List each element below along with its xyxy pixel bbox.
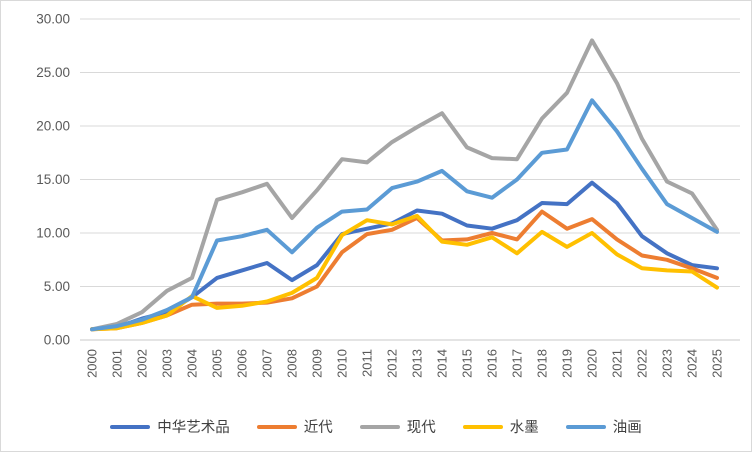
series-line-0	[90, 180, 719, 332]
series-line-1	[90, 209, 719, 332]
y-axis-tick-label: 20.00	[36, 119, 70, 134]
legend-item-1: 近代	[256, 416, 333, 437]
x-axis-tick-label: 2001	[110, 349, 125, 378]
legend-label: 水墨	[509, 420, 539, 436]
legend-line-swatch	[565, 424, 606, 429]
x-axis-tick-label: 2005	[210, 349, 225, 378]
x-axis-tick-label: 2008	[285, 349, 300, 378]
x-axis-tick-label: 2023	[660, 349, 675, 378]
x-axis-tick-label: 2013	[410, 349, 425, 378]
legend-line-swatch	[359, 424, 400, 429]
y-axis-tick-label: 0.00	[44, 333, 70, 348]
legend-line-swatch	[256, 424, 297, 429]
x-axis-tick-label: 2021	[610, 349, 625, 378]
x-axis-tick-label: 2020	[585, 349, 600, 378]
x-axis-tick-label: 2003	[160, 349, 175, 378]
x-axis-tick-label: 2016	[485, 349, 500, 378]
legend-line-swatch	[462, 424, 503, 429]
x-axis-tick-label: 2017	[510, 349, 525, 378]
x-axis-tick-label: 2007	[260, 349, 275, 378]
y-axis-tick-label: 30.00	[36, 12, 70, 27]
x-axis-tick-label: 2022	[635, 349, 650, 378]
x-axis-tick-label: 2010	[335, 349, 350, 378]
y-axis-tick-label: 15.00	[36, 172, 70, 187]
chart-legend: 中华艺术品 近代 现代 水墨 油画	[1, 416, 751, 437]
x-axis-tick-label: 2014	[435, 349, 450, 378]
legend-label: 近代	[303, 420, 333, 436]
series-line-4	[90, 98, 719, 332]
x-axis-tick-label: 2015	[460, 349, 475, 378]
x-axis-tick-label: 2006	[235, 349, 250, 378]
x-axis-tick-label: 2019	[560, 349, 575, 378]
legend-item-3: 水墨	[462, 416, 539, 437]
legend-item-0: 中华艺术品	[110, 416, 230, 437]
x-axis-tick-label: 2025	[710, 349, 725, 378]
y-axis-tick-label: 5.00	[44, 279, 70, 294]
x-axis-tick-label: 2024	[685, 349, 700, 378]
legend-item-2: 现代	[359, 416, 436, 437]
x-axis-tick-label: 2018	[535, 349, 550, 378]
x-axis-tick-label: 2004	[185, 349, 200, 378]
legend-label: 现代	[406, 420, 436, 436]
y-axis-tick-label: 10.00	[36, 226, 70, 241]
x-axis-tick-label: 2002	[135, 349, 150, 378]
x-axis-tick-label: 2011	[360, 349, 375, 377]
legend-line-swatch	[110, 424, 151, 429]
series-line-3	[90, 213, 719, 332]
series-line-2	[90, 38, 719, 332]
y-axis-tick-label: 25.00	[36, 65, 70, 80]
x-axis-tick-label: 2000	[85, 349, 100, 378]
x-axis-tick-label: 2012	[385, 349, 400, 378]
x-axis-tick-label: 2009	[310, 349, 325, 378]
legend-item-4: 油画	[565, 416, 642, 437]
legend-label: 油画	[612, 420, 642, 436]
legend-label: 中华艺术品	[157, 420, 230, 436]
